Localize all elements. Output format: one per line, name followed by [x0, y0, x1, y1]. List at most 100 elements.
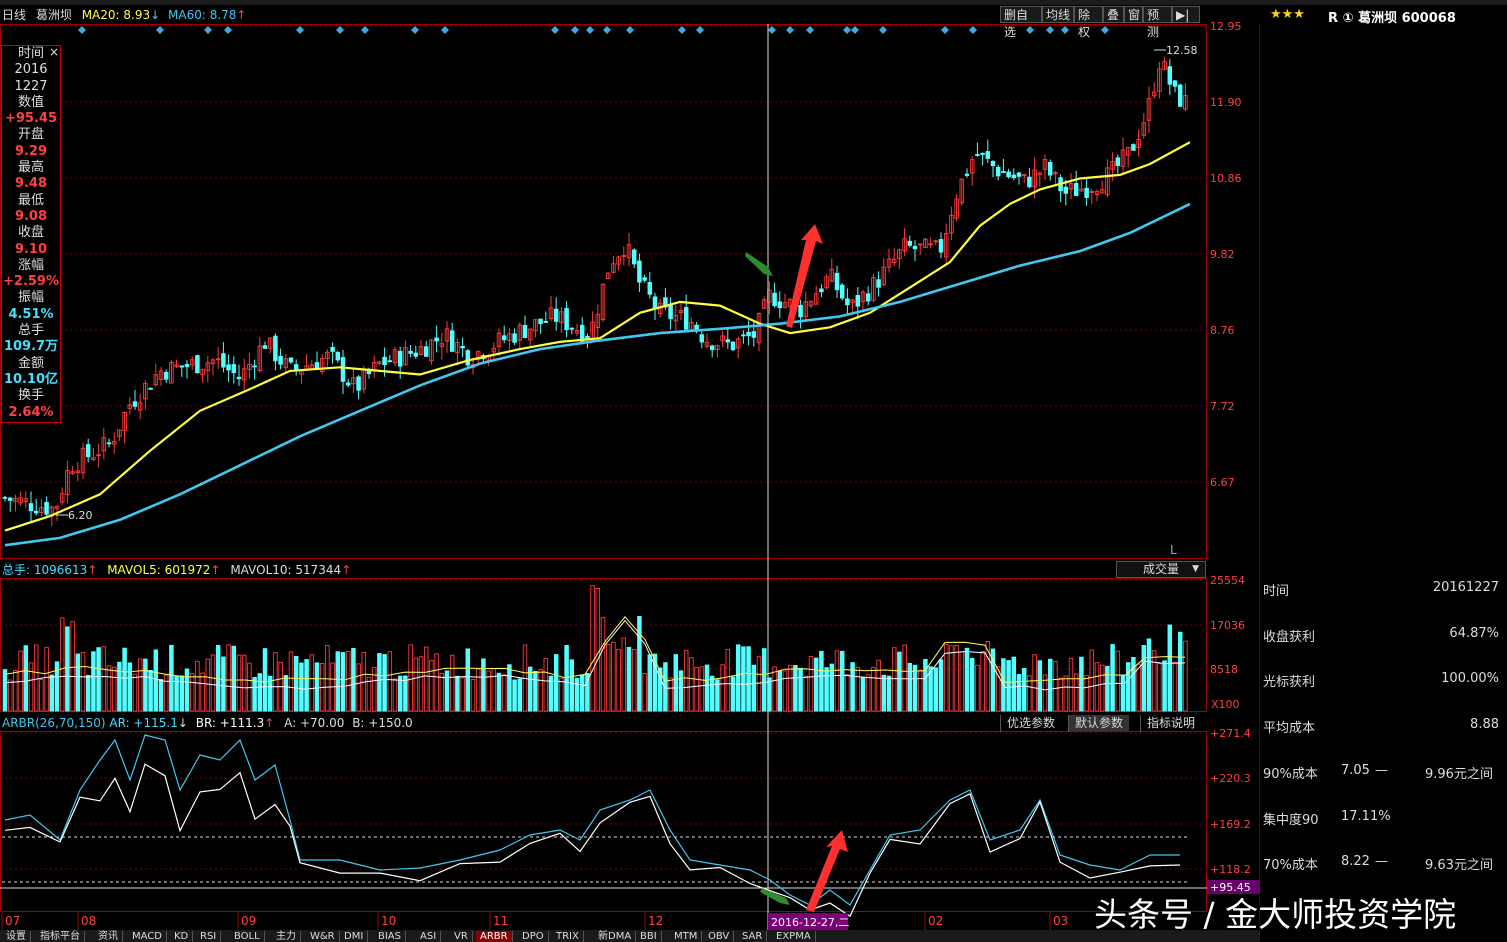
tab-obv[interactable]: OBV: [704, 931, 735, 942]
volume-bar: [777, 670, 783, 712]
toolbar-btn-2[interactable]: 除权: [1074, 6, 1103, 39]
tab-expma[interactable]: EXPMA: [772, 931, 816, 942]
toolbar-btn-0[interactable]: 删自选: [1000, 6, 1042, 39]
tab-bbi[interactable]: BBI: [636, 931, 662, 942]
indicator-btn-2[interactable]: 指标说明: [1140, 715, 1201, 732]
signal-diamond: [1061, 26, 1069, 34]
indicator-name[interactable]: ARBR(26,70,150): [2, 716, 106, 730]
volume-bar: [236, 654, 242, 712]
tab-dpo[interactable]: DPO: [518, 931, 549, 942]
high-mark-label: 12.58: [1166, 44, 1198, 57]
candle-body: [683, 307, 689, 330]
arrow-up-icon: ↑: [341, 563, 352, 577]
volume-selector-label: 成交量: [1143, 562, 1180, 576]
info-value: 9.08: [14, 208, 48, 224]
tab-trix[interactable]: TRIX: [552, 931, 584, 942]
volume-bar: [1110, 644, 1115, 712]
candle-body: [730, 341, 736, 351]
candle-body: [777, 301, 783, 309]
tab-主力[interactable]: 主力: [272, 931, 301, 942]
volume-bar: [845, 674, 850, 712]
volume-bar: [371, 667, 377, 712]
volume-bar: [912, 664, 918, 712]
volume-bar: [600, 616, 606, 712]
volume-bar: [356, 663, 361, 712]
indicator-btn-1[interactable]: 默认参数: [1068, 715, 1130, 732]
tab-资讯[interactable]: 资讯: [94, 931, 123, 942]
toolbar-btn-5[interactable]: 预测: [1143, 6, 1172, 39]
volume-bar: [1089, 649, 1095, 712]
candle-body: [543, 321, 549, 323]
volume-bar: [382, 654, 387, 712]
cost70-to: 9.63元之间: [1425, 858, 1493, 873]
volume-bar: [637, 615, 642, 712]
volume-bar: [699, 666, 705, 712]
candle-body: [559, 311, 564, 323]
candle-body: [418, 346, 424, 355]
volume-bar: [413, 657, 419, 712]
period-label[interactable]: 日线: [2, 8, 27, 22]
volume-bar: [434, 653, 439, 712]
candle-body: [579, 324, 585, 342]
tab-arbr[interactable]: ARBR: [476, 931, 513, 942]
indicator-btn-0[interactable]: 优选参数: [1000, 715, 1061, 732]
tab-dmi[interactable]: DMI: [340, 931, 369, 942]
signal-diamond: [296, 26, 304, 34]
candle-body: [741, 334, 746, 337]
volume-bar: [1058, 677, 1063, 712]
toolbar-btn-3[interactable]: 叠: [1103, 6, 1124, 23]
tab-sar[interactable]: SAR: [738, 931, 768, 942]
candle-body: [834, 272, 840, 291]
chevron-down-icon: ▼: [1192, 564, 1199, 574]
volume-bar: [553, 654, 559, 712]
candle-body: [403, 347, 408, 366]
volume-bar: [267, 675, 273, 712]
volume-bar: [694, 666, 699, 712]
toolbar-btn-6[interactable]: ▶|: [1172, 6, 1200, 23]
tab-rsi[interactable]: RSI: [196, 931, 222, 942]
volume-bar: [642, 673, 647, 712]
volume-bar: [585, 672, 590, 712]
tab-kd[interactable]: KD: [170, 931, 194, 942]
tab-vr[interactable]: VR: [450, 931, 473, 942]
tab-mtm[interactable]: MTM: [670, 931, 703, 942]
volume-bar: [117, 661, 122, 712]
toolbar-btn-1[interactable]: 均线: [1042, 6, 1074, 23]
candle-body: [413, 352, 419, 357]
tab-设置[interactable]: 设置: [2, 931, 31, 942]
volume-bar: [574, 677, 580, 712]
candle-body: [1172, 80, 1178, 87]
volume-bar: [897, 651, 902, 712]
tab-w&r[interactable]: W&R: [306, 931, 340, 942]
tab-bias[interactable]: BIAS: [374, 931, 406, 942]
volume-bar: [85, 674, 91, 712]
info-value: 2.64%: [8, 404, 54, 420]
volume-bar: [834, 650, 840, 712]
candle-body: [969, 159, 975, 174]
volume-bar: [559, 677, 564, 712]
candle-body: [538, 318, 543, 325]
x-tick-label: 11: [493, 914, 508, 928]
volume-selector[interactable]: 成交量 ▼: [1116, 561, 1206, 578]
candle-body: [1073, 183, 1079, 197]
candle-body: [527, 328, 533, 341]
tab-asi[interactable]: ASI: [416, 931, 442, 942]
volume-bar: [1167, 624, 1173, 712]
close-icon[interactable]: ×: [48, 45, 59, 59]
candle-body: [1162, 60, 1167, 70]
volume-bar: [1016, 674, 1022, 712]
tab-新dma[interactable]: 新DMA: [594, 931, 637, 942]
info-value: 9.48: [14, 176, 48, 192]
volume-bar: [106, 665, 112, 712]
toolbar-btn-4[interactable]: 窗: [1124, 6, 1143, 23]
indicator-tick-label: +118.2: [1210, 863, 1251, 876]
arrow-down-icon: ↓: [177, 716, 188, 730]
tab-macd[interactable]: MACD: [128, 931, 167, 942]
tab-boll[interactable]: BOLL: [230, 931, 265, 942]
volume-bar: [340, 652, 346, 712]
x-tick-label: 08: [81, 914, 96, 928]
chip-row: 光标获利 100.00%: [1263, 671, 1499, 690]
volume-bar: [657, 667, 663, 712]
tab-指标平台[interactable]: 指标平台: [36, 931, 85, 942]
signal-diamond: [626, 26, 634, 34]
